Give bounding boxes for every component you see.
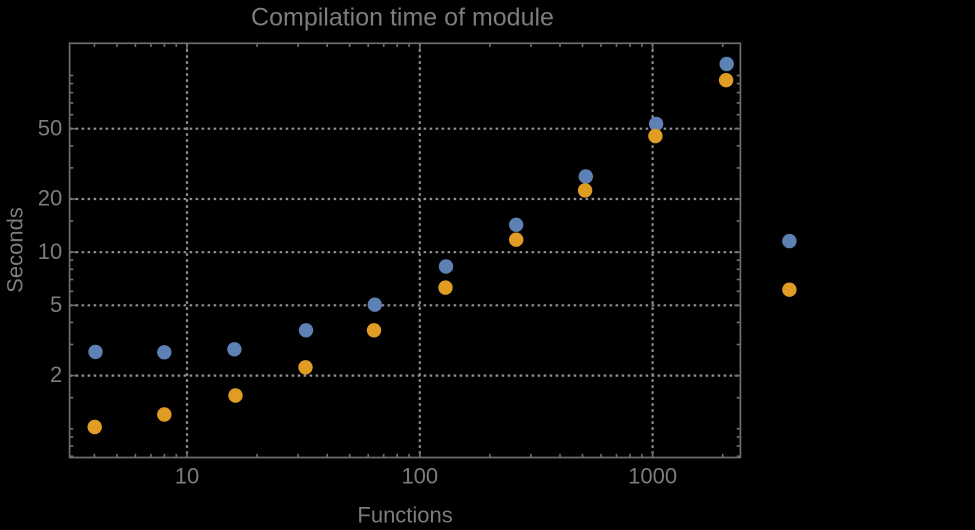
svg-text:Functions: Functions <box>357 502 452 525</box>
svg-text:Seconds: Seconds <box>3 207 28 293</box>
svg-text:100: 100 <box>401 464 438 489</box>
svg-text:10: 10 <box>175 464 199 489</box>
svg-text:50: 50 <box>38 115 62 140</box>
svg-text:1000: 1000 <box>628 464 677 489</box>
svg-text:5: 5 <box>50 292 62 317</box>
svg-text:20: 20 <box>38 186 62 211</box>
svg-text:10: 10 <box>38 239 62 264</box>
svg-text:Compilation time of module: Compilation time of module <box>251 4 554 32</box>
svg-text:2: 2 <box>50 362 62 387</box>
